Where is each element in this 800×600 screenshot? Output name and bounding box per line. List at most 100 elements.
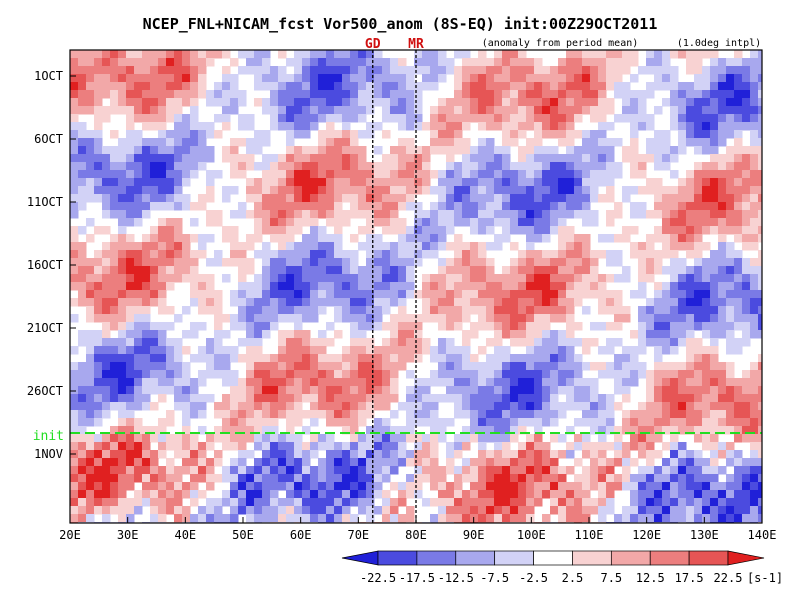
field-cell xyxy=(182,90,191,99)
field-cell xyxy=(558,474,567,483)
field-cell xyxy=(190,130,199,139)
field-cell xyxy=(574,290,583,299)
field-cell xyxy=(278,314,287,323)
field-cell xyxy=(390,314,399,323)
field-cell xyxy=(742,514,751,523)
field-cell xyxy=(238,258,247,267)
field-cell xyxy=(174,170,183,179)
field-cell xyxy=(470,402,479,411)
field-cell xyxy=(678,298,687,307)
field-cell xyxy=(574,170,583,179)
field-cell xyxy=(294,74,303,83)
field-cell xyxy=(110,258,119,267)
field-cell xyxy=(662,418,671,427)
field-cell xyxy=(118,210,127,219)
field-cell xyxy=(166,50,175,59)
field-cell xyxy=(326,186,335,195)
field-cell xyxy=(726,122,735,131)
field-cell xyxy=(462,114,471,123)
field-cell xyxy=(494,370,503,379)
field-cell xyxy=(718,66,727,75)
field-cell xyxy=(582,482,591,491)
field-cell xyxy=(550,258,559,267)
field-cell xyxy=(102,346,111,355)
field-cell xyxy=(478,242,487,251)
field-cell xyxy=(438,50,447,59)
field-cell xyxy=(270,114,279,123)
field-cell xyxy=(214,314,223,323)
field-cell xyxy=(566,466,575,475)
field-cell xyxy=(326,298,335,307)
field-cell xyxy=(318,82,327,91)
field-cell xyxy=(374,482,383,491)
field-cell xyxy=(486,138,495,147)
field-cell xyxy=(694,290,703,299)
field-cell xyxy=(414,386,423,395)
field-cell xyxy=(694,106,703,115)
field-cell xyxy=(158,130,167,139)
field-cell xyxy=(222,434,231,443)
field-cell xyxy=(630,434,639,443)
field-cell xyxy=(662,474,671,483)
field-cell xyxy=(670,170,679,179)
field-cell xyxy=(118,466,127,475)
field-cell xyxy=(734,498,743,507)
field-cell xyxy=(582,514,591,523)
y-tick-label: 11OCT xyxy=(27,195,63,209)
field-cell xyxy=(310,418,319,427)
field-cell xyxy=(366,178,375,187)
field-cell xyxy=(678,386,687,395)
field-cell xyxy=(718,154,727,163)
field-cell xyxy=(630,442,639,451)
field-cell xyxy=(126,346,135,355)
field-cell xyxy=(246,402,255,411)
field-cell xyxy=(302,258,311,267)
field-cell xyxy=(638,306,647,315)
field-cell xyxy=(454,66,463,75)
field-cell xyxy=(462,138,471,147)
field-cell xyxy=(750,418,759,427)
field-cell xyxy=(326,146,335,155)
field-cell xyxy=(534,226,543,235)
field-cell xyxy=(726,58,735,67)
field-cell xyxy=(542,386,551,395)
field-cell xyxy=(502,482,511,491)
field-cell xyxy=(606,194,615,203)
field-cell xyxy=(454,514,463,523)
field-cell xyxy=(398,82,407,91)
field-cell xyxy=(118,482,127,491)
field-cell xyxy=(110,58,119,67)
field-cell xyxy=(726,282,735,291)
field-cell xyxy=(542,82,551,91)
field-cell xyxy=(718,506,727,515)
field-cell xyxy=(318,242,327,251)
field-cell xyxy=(142,138,151,147)
field-cell xyxy=(694,458,703,467)
field-cell xyxy=(590,474,599,483)
field-cell xyxy=(646,306,655,315)
field-cell xyxy=(694,170,703,179)
field-cell xyxy=(302,242,311,251)
field-cell xyxy=(238,202,247,211)
field-cell xyxy=(278,506,287,515)
field-cell xyxy=(526,154,535,163)
field-cell xyxy=(582,130,591,139)
field-cell xyxy=(118,258,127,267)
field-cell xyxy=(742,338,751,347)
field-cell xyxy=(86,458,95,467)
field-cell xyxy=(462,242,471,251)
field-cell xyxy=(350,194,359,203)
field-cell xyxy=(654,306,663,315)
field-cell xyxy=(254,66,263,75)
field-cell xyxy=(478,370,487,379)
field-cell xyxy=(102,114,111,123)
field-cell xyxy=(550,338,559,347)
field-cell xyxy=(494,66,503,75)
field-cell xyxy=(534,466,543,475)
field-cell xyxy=(182,482,191,491)
field-cell xyxy=(158,122,167,131)
field-cell xyxy=(462,154,471,163)
field-cell xyxy=(558,482,567,491)
field-cell xyxy=(670,202,679,211)
field-cell xyxy=(254,402,263,411)
